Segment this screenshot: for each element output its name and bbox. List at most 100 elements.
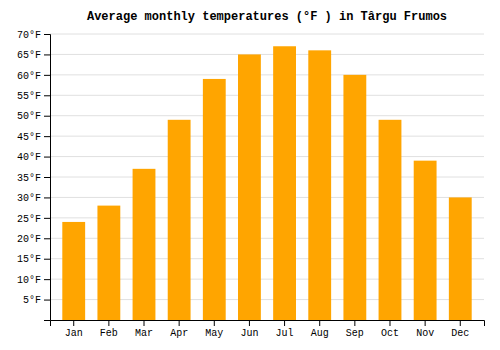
bar	[308, 50, 331, 320]
tick-label: 15°F	[17, 254, 41, 265]
tick-label: Jul	[276, 328, 294, 339]
tick-label: Oct	[381, 328, 399, 339]
tick: 15°F	[17, 254, 50, 265]
tick-label: May	[205, 328, 223, 339]
bar	[133, 169, 156, 320]
tick-label: 45°F	[17, 132, 41, 143]
tick-mark	[44, 300, 50, 301]
tick: 25°F	[17, 214, 50, 225]
tick-mark	[389, 320, 390, 326]
tick-mark	[179, 320, 180, 326]
tick: 10°F	[17, 275, 50, 286]
tick: 45°F	[17, 132, 50, 143]
tick-label: 5°F	[23, 295, 41, 306]
tick: 20°F	[17, 234, 50, 245]
tick: Aug	[311, 320, 329, 339]
tick: Jan	[65, 320, 83, 339]
tick-label: Aug	[311, 328, 329, 339]
bar	[62, 222, 85, 320]
tick-mark	[319, 320, 320, 326]
grid-line	[50, 136, 484, 137]
tick-label: Jun	[240, 328, 258, 339]
tick: 60°F	[17, 71, 50, 82]
tick: 35°F	[17, 173, 50, 184]
tick-mark	[249, 320, 250, 326]
tick-label: Jan	[65, 328, 83, 339]
tick-mark	[108, 320, 109, 326]
tick-mark	[44, 34, 50, 35]
bar	[379, 120, 402, 320]
tick: 40°F	[17, 152, 50, 163]
tick: May	[205, 320, 223, 339]
tick-mark	[425, 320, 426, 326]
tick-mark	[44, 95, 50, 96]
tick: Jun	[240, 320, 258, 339]
tick: 65°F	[17, 50, 50, 61]
tick-mark	[44, 136, 50, 137]
tick-label: 10°F	[17, 275, 41, 286]
tick: Feb	[100, 320, 118, 339]
tick-mark	[44, 54, 50, 55]
tick-mark	[73, 320, 74, 326]
tick: Mar	[135, 320, 153, 339]
tick-mark	[354, 320, 355, 326]
tick-label: Dec	[451, 328, 469, 339]
grid-line	[50, 95, 484, 96]
x-axis: Jan Feb Mar Apr May Jun Jul Aug Sep Oct Nov Dec	[51, 320, 485, 339]
grid-line	[50, 74, 484, 75]
tick: Sep	[346, 320, 364, 339]
tick-label: Sep	[346, 328, 364, 339]
bar	[203, 79, 226, 320]
bar	[238, 54, 261, 320]
tick: Nov	[416, 320, 434, 339]
chart: Jan Feb Mar Apr May Jun Jul Aug Sep Oct Nov Dec 5°F 1…	[0, 0, 500, 350]
tick-mark	[214, 320, 215, 326]
tick-mark	[44, 238, 50, 239]
y-axis: 5°F 10°F 15°F 20°F 25°F 30°F 35°F 40°F 45°F 50°F 5…	[17, 30, 51, 321]
tick-label: Apr	[170, 328, 188, 339]
tick-label: Mar	[135, 328, 153, 339]
tick-mark	[144, 320, 145, 326]
tick-label: 50°F	[17, 111, 41, 122]
tick: 55°F	[17, 91, 50, 102]
grid-line	[50, 115, 484, 116]
grid-line	[50, 156, 484, 157]
tick-mark	[284, 320, 285, 326]
bar	[168, 120, 191, 320]
tick-label: 30°F	[17, 193, 41, 204]
tick-label: 55°F	[17, 91, 41, 102]
tick-mark	[44, 218, 50, 219]
tick-mark	[460, 320, 461, 326]
tick-label: 65°F	[17, 50, 41, 61]
tick-label: 70°F	[17, 30, 41, 41]
tick: Jul	[276, 320, 294, 339]
tick-label: 35°F	[17, 173, 41, 184]
tick: 30°F	[17, 193, 50, 204]
tick-label: Feb	[100, 328, 118, 339]
tick: Dec	[451, 320, 469, 339]
tick-mark	[44, 279, 50, 280]
tick: 5°F	[23, 295, 50, 306]
tick: 70°F	[17, 30, 50, 41]
grid-line	[50, 34, 484, 35]
bar	[449, 197, 472, 320]
tick-label: 60°F	[17, 71, 41, 82]
bar	[97, 206, 120, 320]
tick: Oct	[381, 320, 399, 339]
tick-mark	[44, 157, 50, 158]
tick-mark	[44, 75, 50, 76]
axis-line	[51, 321, 485, 327]
axis-line	[44, 35, 51, 321]
tick-label: 20°F	[17, 234, 41, 245]
bar	[273, 46, 296, 320]
grid-line	[50, 54, 484, 55]
title: Average monthly temperatures (°F ) in Tâ…	[87, 10, 447, 24]
tick-mark	[44, 116, 50, 117]
bars	[62, 46, 471, 320]
bar	[343, 75, 366, 320]
tick-mark	[44, 177, 50, 178]
bar	[414, 161, 437, 320]
tick-label: 25°F	[17, 214, 41, 225]
tick-label: 40°F	[17, 152, 41, 163]
tick-mark	[44, 197, 50, 198]
